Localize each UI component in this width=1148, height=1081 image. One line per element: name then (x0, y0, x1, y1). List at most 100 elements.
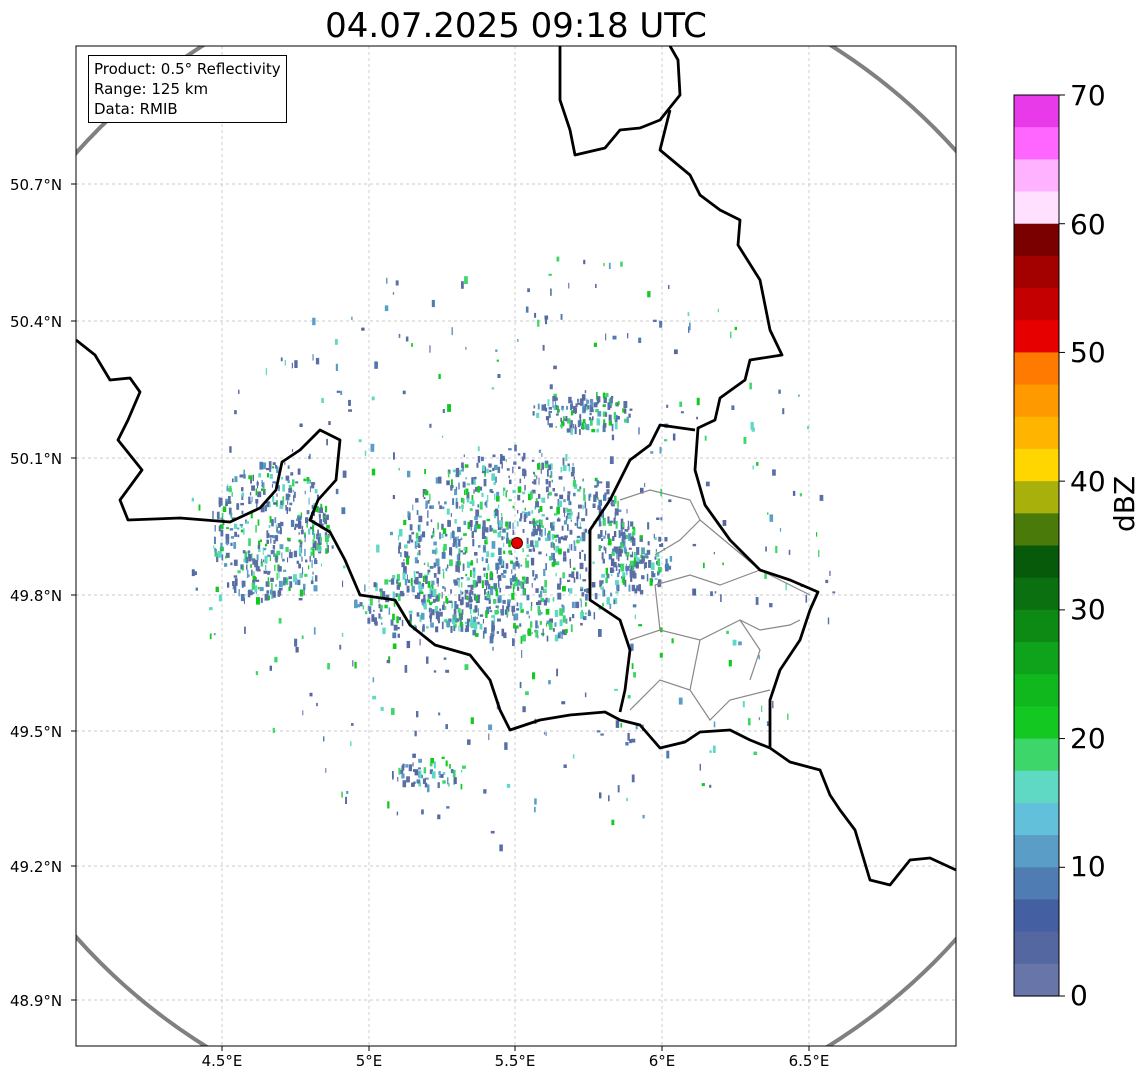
echo-pixel (464, 546, 468, 553)
echo-pixel (565, 454, 568, 461)
echo-pixel (372, 695, 377, 700)
echo-pixel (399, 590, 404, 597)
echo-pixel (659, 652, 663, 658)
echo-pixel (267, 554, 271, 557)
echo-pixel (602, 517, 606, 526)
echo-pixel (278, 580, 283, 588)
echo-pixel (572, 480, 577, 487)
echo-pixel (535, 522, 538, 526)
echo-pixel (755, 597, 759, 605)
echo-pixel (548, 480, 551, 488)
echo-pixel (322, 512, 325, 517)
colorbar-segment (1014, 320, 1059, 354)
echo-pixel (486, 536, 488, 543)
echo-pixel (241, 580, 244, 587)
echo-pixel (463, 498, 465, 503)
echo-pixel (255, 565, 260, 571)
echo-pixel (493, 618, 496, 623)
echo-pixel (611, 819, 615, 826)
echo-pixel (612, 335, 617, 340)
echo-pixel (577, 526, 582, 529)
lon-ticks (221, 1046, 810, 1051)
echo-pixel (485, 581, 489, 586)
echo-pixel (441, 756, 445, 759)
echo-pixel (492, 467, 495, 472)
echo-pixel (577, 512, 580, 519)
echo-pixel (487, 590, 490, 595)
echo-pixel (588, 494, 591, 501)
echo-pixel (567, 494, 570, 501)
echo-pixel (576, 520, 579, 529)
echo-pixel (304, 490, 306, 495)
echo-pixel (418, 572, 423, 578)
echo-pixel (430, 519, 433, 523)
echo-pixel (508, 475, 510, 479)
echo-pixel (517, 494, 521, 501)
echo-pixel (445, 620, 447, 623)
echo-pixel (520, 636, 523, 644)
echo-pixel (445, 724, 448, 730)
echo-pixel (423, 562, 426, 566)
echo-pixel (616, 584, 620, 592)
echo-pixel (469, 603, 473, 610)
colorbar-segment (1014, 770, 1059, 804)
echo-pixel (483, 546, 486, 551)
echo-pixel (779, 528, 782, 532)
echo-pixel (429, 423, 432, 428)
echo-pixel (294, 580, 297, 585)
echo-pixel (193, 571, 197, 576)
echo-pixel (502, 528, 506, 533)
echo-pixel (687, 312, 690, 317)
echo-pixel (464, 589, 469, 594)
echo-pixel (301, 525, 304, 532)
echo-pixel (601, 580, 604, 584)
echo-pixel (315, 357, 320, 365)
echo-pixel (328, 421, 331, 425)
echo-pixel (488, 733, 490, 741)
echo-pixel (477, 608, 479, 616)
echo-pixel (213, 545, 215, 549)
echo-pixel (392, 632, 397, 639)
echo-pixel (652, 573, 656, 578)
echo-pixel (326, 514, 329, 520)
echo-pixel (629, 739, 632, 744)
echo-pixel (248, 554, 251, 559)
echo-pixel (608, 414, 612, 421)
echo-pixel (322, 519, 326, 523)
echo-pixel (617, 416, 620, 419)
echo-pixel (437, 522, 439, 530)
echo-pixel (511, 569, 513, 574)
echo-pixel (525, 691, 529, 696)
echo-pixel (550, 288, 552, 296)
echo-pixel (477, 446, 480, 452)
echo-pixel (232, 581, 235, 586)
echo-pixel (579, 486, 582, 490)
echo-pixel (475, 581, 478, 587)
echo-pixel (423, 497, 426, 500)
echo-pixel (415, 532, 419, 539)
echo-pixel (641, 547, 645, 555)
echo-pixel (433, 761, 436, 769)
echo-pixel (631, 663, 634, 669)
echo-pixel (709, 750, 712, 753)
echo-pixel (633, 554, 638, 559)
echo-pixel (257, 587, 260, 590)
echo-pixel (269, 665, 272, 671)
echo-pixel (580, 420, 582, 426)
echo-pixel (825, 579, 829, 584)
echo-pixel (666, 750, 670, 759)
echo-pixel (758, 717, 760, 721)
echo-pixel (270, 550, 274, 555)
echo-pixel (598, 518, 601, 527)
echo-pixel (535, 620, 538, 629)
echo-pixel (293, 550, 298, 558)
echo-pixel (423, 599, 427, 607)
echo-pixel (545, 553, 548, 557)
echo-pixel (584, 501, 587, 509)
echo-pixel (477, 621, 480, 625)
echo-pixel (538, 493, 541, 499)
echo-pixel (421, 599, 425, 603)
echo-pixel (542, 344, 545, 351)
echo-pixel (549, 622, 553, 630)
echo-pixel (351, 723, 354, 726)
